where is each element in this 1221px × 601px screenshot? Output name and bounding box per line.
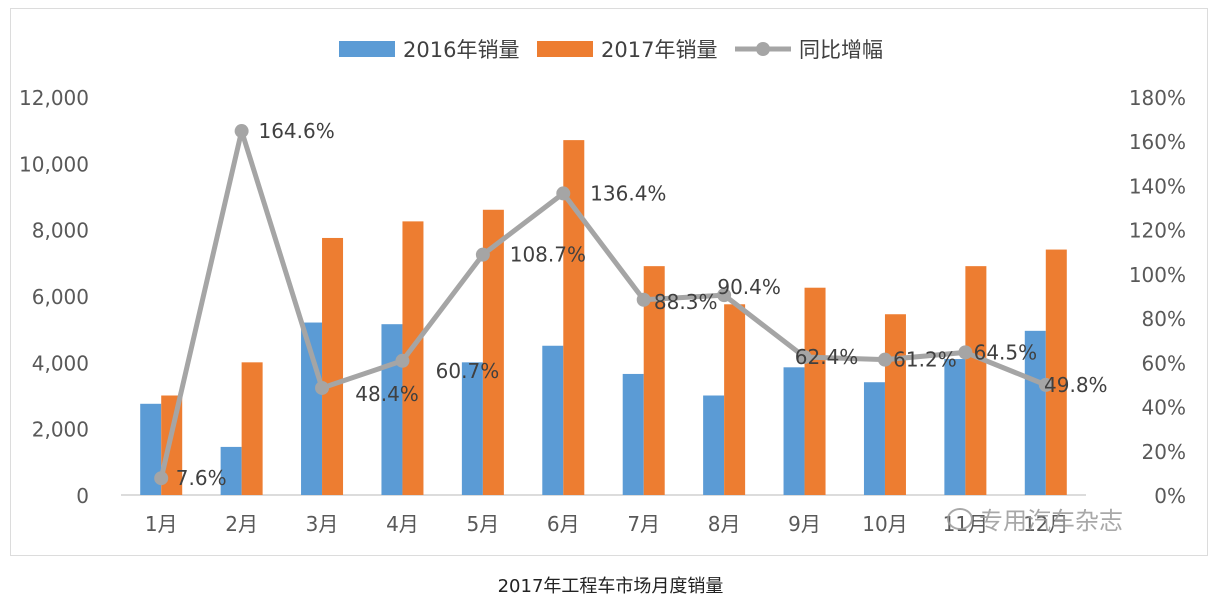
bar <box>220 446 242 495</box>
x-tick-label: 9月 <box>788 512 821 536</box>
line-data-label: 64.5% <box>974 340 1038 364</box>
y-right-tick-label: 100% <box>1129 263 1186 287</box>
y-right-tick-label: 180% <box>1129 86 1186 110</box>
bar <box>724 304 746 495</box>
chart-frame: 0 2,000 4,000 6,000 8,000 10,000 12,000 0% 20% 40… <box>10 8 1208 556</box>
x-tick-label: 5月 <box>467 512 500 536</box>
line-data-label: 49.8% <box>1044 373 1108 397</box>
x-tick-label: 12月 <box>1023 512 1068 536</box>
line-point <box>797 350 812 365</box>
y-left-tick-label: 12,000 <box>19 86 89 110</box>
bar <box>461 362 483 495</box>
line-data-label: 88.3% <box>654 290 718 314</box>
line-data-label: 7.6% <box>176 466 227 490</box>
x-tick-label: 8月 <box>708 512 741 536</box>
line-point <box>234 124 249 139</box>
bar <box>542 345 564 495</box>
line-point <box>556 186 571 201</box>
legend-label: 2016年销量 <box>403 38 519 62</box>
bar <box>482 209 504 495</box>
line-series <box>158 128 1047 479</box>
legend-label: 同比增幅 <box>799 38 883 62</box>
bar <box>703 395 725 495</box>
bar <box>622 373 644 495</box>
line-point <box>636 292 651 307</box>
x-tick-label: 3月 <box>306 512 339 536</box>
y-left-tick-label: 0 <box>76 484 89 508</box>
bar <box>402 221 424 495</box>
y-left-tick-label: 2,000 <box>32 418 89 442</box>
y-left-tick-label: 8,000 <box>32 219 89 243</box>
bar <box>381 324 403 495</box>
y-right-tick-label: 140% <box>1129 174 1186 198</box>
line-point <box>475 247 490 262</box>
line-data-label: 90.4% <box>717 275 781 299</box>
x-tick-label: 4月 <box>386 512 419 536</box>
watermark-text: 专用汽车杂志 <box>979 507 1123 535</box>
y-right-tick-label: 0% <box>1154 484 1186 508</box>
y-right-tick-label: 80% <box>1142 307 1186 331</box>
line-data-label: 48.4% <box>355 382 419 406</box>
line-data-label: 136.4% <box>590 181 666 205</box>
x-tick-label: 6月 <box>547 512 580 536</box>
legend-label: 2017年销量 <box>601 38 717 62</box>
watermark: 专用汽车杂志 <box>947 501 1123 536</box>
wechat-icon <box>947 507 973 530</box>
line-point <box>1038 377 1053 392</box>
bar <box>322 237 344 496</box>
bar <box>944 359 966 495</box>
y-right-tick-label: 60% <box>1142 351 1186 375</box>
bar <box>563 140 585 495</box>
y-right-tick-label: 120% <box>1129 219 1186 243</box>
legend-swatch <box>756 42 770 56</box>
bar <box>965 266 987 495</box>
x-tick-label: 1月 <box>145 512 178 536</box>
bar <box>140 403 162 495</box>
x-tick-label: 10月 <box>862 512 907 536</box>
y-left-tick-label: 4,000 <box>32 351 89 375</box>
line-point <box>315 380 330 395</box>
bar <box>863 382 885 495</box>
line-point <box>395 353 410 368</box>
line-point <box>717 288 732 303</box>
line-data-label: 60.7% <box>436 359 500 383</box>
line-point <box>958 345 973 360</box>
bar <box>783 367 805 495</box>
x-tick-label: 2月 <box>225 512 258 536</box>
legend-swatch <box>339 41 395 57</box>
chart-caption: 2017年工程车市场月度销量 <box>497 576 724 597</box>
y-right-tick-label: 20% <box>1142 440 1186 464</box>
line-point <box>877 352 892 367</box>
y-left-tick-label: 10,000 <box>19 152 89 176</box>
legend-swatch <box>537 41 593 57</box>
bar <box>884 314 906 495</box>
bar <box>1045 249 1067 495</box>
line-data-label: 62.4% <box>795 345 859 369</box>
bar <box>643 266 665 495</box>
line-data-label: 61.2% <box>893 348 957 372</box>
bar <box>1024 330 1046 495</box>
bar <box>241 362 263 495</box>
x-tick-label: 7月 <box>627 512 660 536</box>
y-right-tick-label: 40% <box>1142 396 1186 420</box>
line-point <box>154 471 169 486</box>
y-left-tick-label: 6,000 <box>32 285 89 309</box>
y-right-tick-label: 160% <box>1129 130 1186 154</box>
chart: 0 2,000 4,000 6,000 8,000 10,000 12,000 0% 20% 40… <box>19 38 1186 536</box>
bar <box>804 287 826 495</box>
line-data-label: 108.7% <box>510 243 586 267</box>
line-data-label: 164.6% <box>258 119 334 143</box>
